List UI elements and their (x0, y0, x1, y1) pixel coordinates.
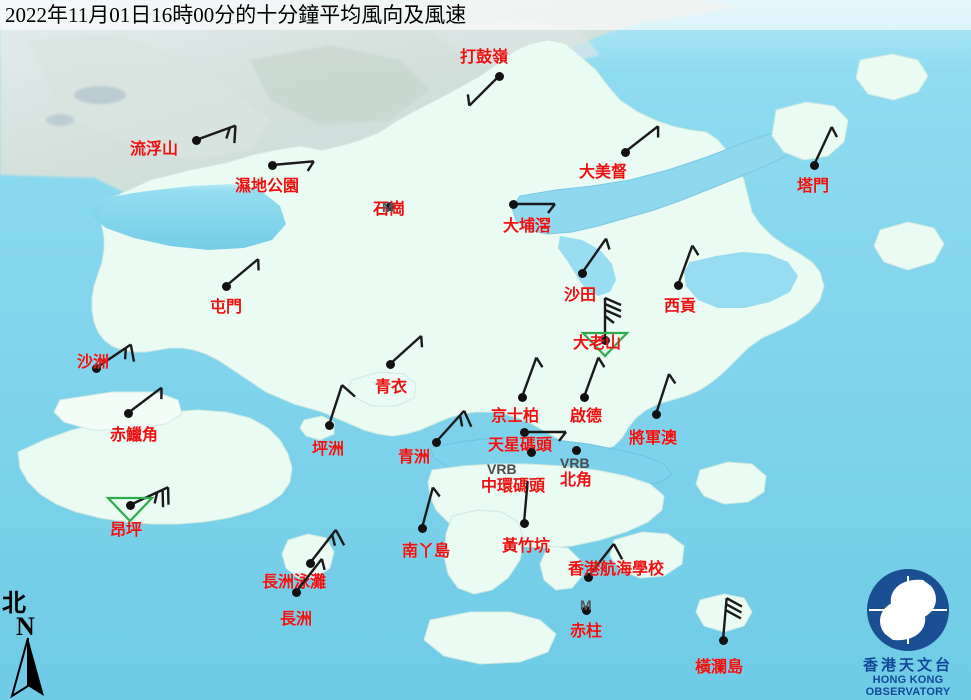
station-label-沙洲: 沙洲 (77, 354, 110, 371)
station-label-坪洲: 坪洲 (312, 441, 345, 458)
station-label-黃竹坑: 黃竹坑 (502, 538, 551, 555)
station-dot-屯門 (221, 281, 231, 291)
station-dot-大埔滘 (508, 199, 518, 209)
compass-label-en: N (16, 612, 35, 641)
station-label-大美督: 大美督 (579, 164, 628, 181)
station-dot-坪洲 (324, 420, 334, 430)
station-dot-大美督 (620, 147, 630, 157)
station-label-石崗: 石崗 (373, 201, 406, 218)
station-label-打鼓嶺: 打鼓嶺 (460, 49, 509, 66)
variable-wind-marker-中環碼頭: VRB (487, 461, 517, 477)
station-dot-香港航海學校 (583, 572, 593, 582)
station-dot-打鼓嶺 (494, 71, 504, 81)
hko-emblem-icon (867, 569, 949, 651)
station-dot-濕地公園 (267, 160, 277, 170)
station-dot-青衣 (385, 359, 395, 369)
station-dot-赤柱 (581, 605, 591, 615)
station-label-昂坪: 昂坪 (110, 522, 143, 539)
station-dot-黃竹坑 (519, 518, 529, 528)
station-label-濕地公園: 濕地公園 (235, 178, 300, 195)
station-label-京士柏: 京士柏 (491, 408, 540, 425)
station-label-中環碼頭: 中環碼頭 (481, 478, 546, 495)
station-label-北角: 北角 (560, 472, 593, 489)
station-dot-北角 (571, 445, 581, 455)
hko-name-cn: 香港天文台 (862, 658, 953, 674)
station-dot-將軍澳 (651, 409, 661, 419)
station-label-流浮山: 流浮山 (130, 141, 179, 158)
station-label-青洲: 青洲 (398, 449, 431, 466)
station-dot-長洲泳灘 (305, 558, 315, 568)
station-dot-沙田 (577, 268, 587, 278)
compass-rose: 北 N (2, 592, 62, 700)
station-label-大老山: 大老山 (573, 335, 622, 352)
page-title: 2022年11月01日16時00分的十分鐘平均風向及風速 (5, 3, 467, 27)
station-dot-天星碼頭 (519, 427, 529, 437)
station-dot-塔門 (809, 160, 819, 170)
station-label-香港航海學校: 香港航海學校 (568, 561, 665, 578)
variable-wind-marker-北角: VRB (560, 455, 590, 471)
station-dot-大老山 (600, 335, 610, 345)
station-dot-石崗 (385, 201, 395, 211)
compass-arrow-icon (10, 637, 44, 699)
station-dot-赤鱲角 (123, 408, 133, 418)
station-dot-啟德 (579, 392, 589, 402)
station-dot-沙洲 (91, 363, 101, 373)
station-label-塔門: 塔門 (797, 178, 830, 195)
station-dot-昂坪 (125, 500, 135, 510)
station-label-屯門: 屯門 (210, 299, 243, 316)
station-label-橫瀾島: 橫瀾島 (695, 659, 744, 676)
station-label-赤柱: 赤柱 (570, 623, 603, 640)
station-label-將軍澳: 將軍澳 (629, 430, 678, 447)
station-dot-青洲 (431, 437, 441, 447)
station-label-青衣: 青衣 (375, 379, 408, 396)
station-dot-南丫島 (417, 523, 427, 533)
station-label-南丫島: 南丫島 (402, 543, 451, 560)
station-label-沙田: 沙田 (564, 287, 597, 304)
missing-data-marker-赤柱: M (580, 597, 592, 613)
station-dot-流浮山 (191, 135, 201, 145)
station-label-啟德: 啟德 (570, 408, 603, 425)
station-label-長洲: 長洲 (280, 611, 313, 628)
station-dot-長洲 (291, 587, 301, 597)
title-bar: 2022年11月01日16時00分的十分鐘平均風向及風速 (0, 0, 971, 30)
station-dot-西貢 (673, 280, 683, 290)
hko-name-en: HONG KONG OBSERVATORY (865, 674, 951, 698)
station-dot-京士柏 (517, 392, 527, 402)
station-label-西貢: 西貢 (664, 298, 697, 315)
missing-data-marker-石崗: M (382, 199, 394, 215)
compass-label-cn: 北 (2, 591, 26, 617)
station-label-大埔滘: 大埔滘 (503, 218, 552, 235)
hko-logo: 香港天文台 HONG KONG OBSERVATORY (845, 566, 971, 700)
station-dot-橫瀾島 (718, 635, 728, 645)
station-dot-中環碼頭 (526, 447, 536, 457)
station-label-天星碼頭: 天星碼頭 (488, 437, 553, 454)
station-label-赤鱲角: 赤鱲角 (110, 427, 159, 444)
